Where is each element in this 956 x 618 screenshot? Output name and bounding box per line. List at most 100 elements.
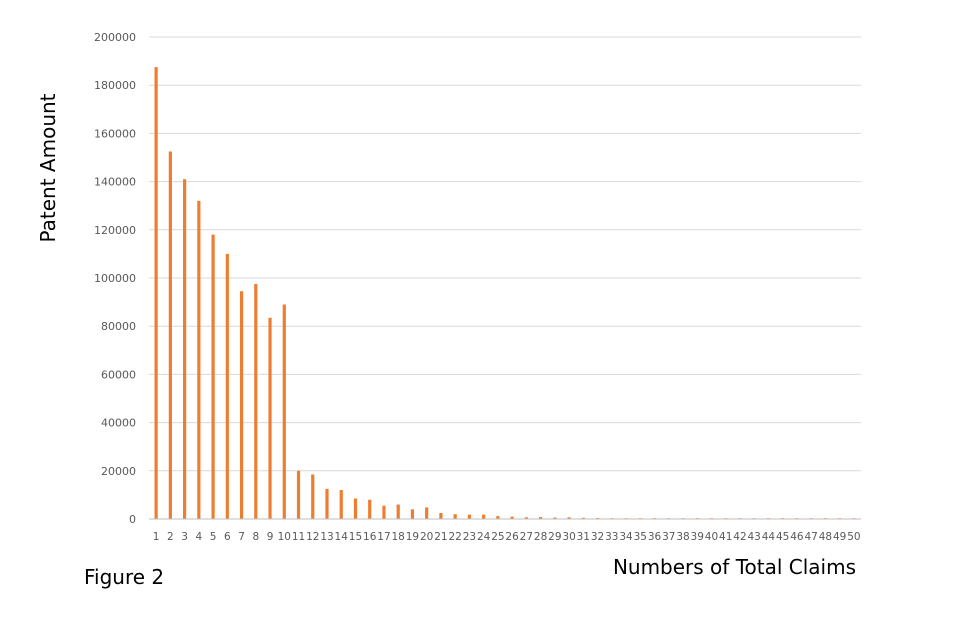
- bar-21: [439, 512, 443, 519]
- x-tick-label: 7: [238, 531, 245, 543]
- figure-caption: Figure 2: [84, 565, 164, 589]
- bar-13: [325, 488, 329, 520]
- x-tick-label: 41: [719, 531, 732, 543]
- bar-26: [510, 516, 514, 519]
- bar-19: [410, 509, 415, 519]
- bar-6: [225, 253, 229, 519]
- y-tick-label: 0: [129, 513, 136, 526]
- x-tick-label: 46: [790, 531, 804, 543]
- bar-22: [453, 514, 457, 519]
- bar-7: [239, 291, 244, 519]
- x-tick-label: 29: [548, 531, 561, 543]
- x-tick-label: 25: [491, 531, 504, 543]
- bar-4: [197, 200, 201, 519]
- y-tick-label: 80000: [101, 320, 136, 333]
- y-tick-label: 40000: [101, 417, 136, 430]
- x-tick-label: 3: [181, 531, 188, 543]
- bar-29: [553, 517, 557, 519]
- bar-10: [282, 304, 286, 519]
- x-tick-label: 20: [420, 531, 433, 543]
- bar-1: [154, 67, 158, 520]
- x-tick-label: 49: [833, 531, 846, 543]
- x-tick-label: 28: [534, 531, 547, 543]
- x-tick-label: 47: [804, 531, 817, 543]
- x-tick-label: 13: [320, 531, 333, 543]
- x-tick-label: 16: [363, 531, 377, 543]
- y-axis-title: Patent Amount: [36, 93, 60, 242]
- x-tick-label: 21: [434, 531, 447, 543]
- bar-25: [496, 516, 500, 519]
- x-tick-label: 11: [292, 531, 305, 543]
- bar-24: [482, 514, 486, 519]
- bar-5: [211, 234, 215, 519]
- y-tick-label: 160000: [94, 127, 136, 140]
- bar-17: [382, 505, 386, 519]
- x-tick-label: 45: [776, 531, 789, 543]
- x-tick-label: 39: [691, 531, 704, 543]
- bar-12: [311, 474, 315, 519]
- x-tick-label: 40: [705, 531, 718, 543]
- x-tick-label: 48: [819, 531, 832, 543]
- bar-28: [539, 517, 543, 519]
- x-tick-label: 15: [349, 531, 362, 543]
- bar-3: [183, 179, 187, 519]
- x-tick-label: 50: [847, 531, 860, 543]
- bar-23: [467, 514, 471, 519]
- bar-20: [425, 507, 429, 519]
- x-tick-label: 42: [733, 531, 746, 543]
- x-tick-label: 2: [167, 531, 174, 543]
- bar-31: [581, 517, 585, 519]
- y-tick-label: 60000: [101, 368, 136, 381]
- x-tick-label: 6: [224, 531, 231, 543]
- x-tick-label: 8: [252, 531, 259, 543]
- bar-8: [254, 284, 258, 519]
- y-tick-label: 120000: [94, 224, 136, 237]
- y-tick-label: 140000: [94, 176, 136, 189]
- gridlines: [149, 36, 861, 472]
- bar-14: [339, 490, 343, 519]
- bar-18: [396, 504, 400, 519]
- bar-30: [567, 517, 571, 519]
- y-tick-label: 20000: [101, 465, 136, 478]
- x-tick-label: 12: [306, 531, 319, 543]
- x-axis-title: Numbers of Total Claims: [613, 555, 856, 579]
- x-tick-label: 34: [619, 531, 633, 543]
- y-tick-label: 100000: [94, 272, 136, 285]
- x-tick-label: 35: [634, 531, 647, 543]
- bar-9: [268, 317, 272, 519]
- x-tick-label: 32: [591, 531, 604, 543]
- x-tick-label: 5: [210, 531, 217, 543]
- x-tick-label: 10: [278, 531, 291, 543]
- x-tick-label: 36: [648, 531, 662, 543]
- bar-27: [524, 517, 528, 519]
- bar-15: [353, 498, 358, 519]
- bars: [154, 67, 856, 520]
- x-tick-label: 19: [406, 531, 419, 543]
- x-tick-label: 1: [153, 531, 160, 543]
- x-tick-label: 17: [377, 531, 390, 543]
- x-tick-label: 24: [477, 531, 491, 543]
- y-tick-label: 200000: [94, 31, 136, 44]
- x-tick-label: 18: [392, 531, 405, 543]
- x-tick-label: 33: [605, 531, 618, 543]
- x-tick-label: 43: [748, 531, 761, 543]
- x-tick-label: 23: [463, 531, 476, 543]
- x-tick-label: 14: [335, 531, 349, 543]
- bar-16: [368, 499, 372, 519]
- x-tick-label: 27: [520, 531, 533, 543]
- y-tick-label: 180000: [94, 79, 136, 92]
- x-tick-label: 30: [562, 531, 575, 543]
- bar-2: [168, 151, 172, 520]
- x-tick-label: 9: [267, 531, 274, 543]
- x-tick-label: 31: [577, 531, 590, 543]
- x-tick-label: 22: [448, 531, 461, 543]
- x-axis-tick-labels: 1 2 3 4 5 6 7 8 9 10 11 12 13 14 15 16 17 18 19 20 21 22 23 24 2…: [153, 531, 861, 543]
- bar-11: [296, 470, 301, 519]
- x-tick-label: 37: [662, 531, 675, 543]
- x-tick-label: 44: [762, 531, 776, 543]
- x-tick-label: 4: [195, 531, 202, 543]
- x-tick-label: 38: [676, 531, 689, 543]
- x-tick-label: 26: [505, 531, 519, 543]
- y-axis-tick-labels: 0 20000 40000 60000 80000 100000 120000 140000 1…: [94, 31, 136, 526]
